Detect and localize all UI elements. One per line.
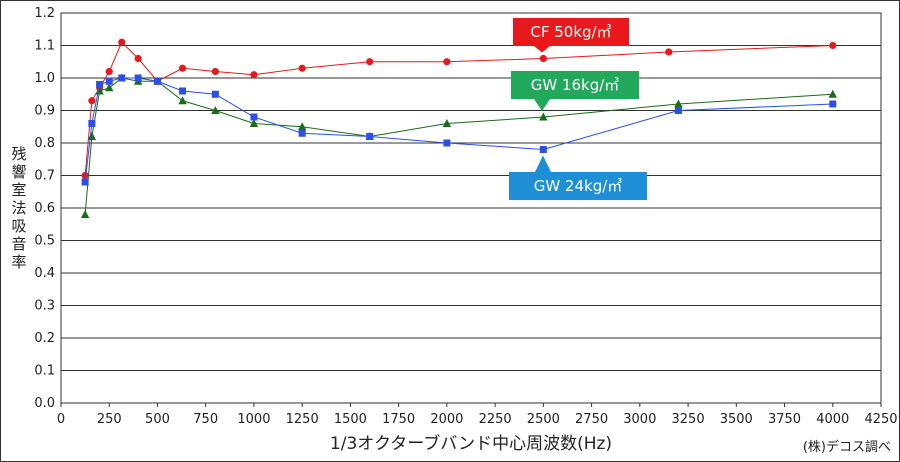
callouts: CF 50kg/㎥ GW 16kg/㎥ GW 24kg/㎥ [509,18,647,200]
y-tick-label: 0.1 [34,364,55,379]
data-point [81,178,89,186]
data-point [179,87,187,95]
x-tick-label: 2250 [479,412,512,427]
x-tick-label: 2750 [575,412,608,427]
data-point [829,41,837,50]
y-tick-label: 1.0 [34,71,55,86]
series-3 [81,74,837,186]
callout-3: GW 24kg/㎥ [509,155,647,200]
data-point [178,64,187,72]
y-tick-label: 0.3 [34,299,55,314]
data-point [134,74,142,82]
data-point [828,89,837,98]
series [80,38,837,218]
x-tick-label: 3500 [720,412,753,427]
data-point [298,129,306,137]
callout-pointer [535,155,551,172]
data-point [96,81,104,88]
callout-pointer [534,99,550,111]
callout-box [509,172,647,200]
data-point [665,48,673,56]
y-tick-label: 0.2 [34,331,55,346]
y-tick-label: 0.4 [34,266,55,281]
plot-border [60,12,882,404]
data-point [118,38,126,46]
data-point [211,106,220,114]
y-axis-title: 残響室法吸音率 [11,145,26,271]
x-tick-label: 2500 [527,412,560,427]
y-tick-label: 0.5 [34,234,55,249]
data-point [366,58,374,66]
y-tick-label: 0.7 [34,169,55,184]
callout-label: CF 50kg/㎥ [530,23,611,41]
x-tick-label: 2000 [430,412,463,427]
data-point [539,54,547,63]
y-tick-label: 0.8 [34,136,55,151]
data-point [674,99,683,108]
x-tick-label: 1000 [237,412,270,427]
data-point [105,83,114,92]
data-point [178,96,187,105]
callout-1: CF 50kg/㎥ [513,18,629,53]
data-point [539,146,547,153]
source-credit: (株)デコス調べ [803,439,891,455]
data-point [298,64,306,72]
callout-2: GW 16kg/㎥ [511,71,639,111]
data-point [443,139,451,147]
y-tick-label: 0.0 [34,396,55,411]
x-axis-title: 1/3オクターブバンド中心周波数(Hz) [330,433,612,454]
x-tick-label: 1750 [382,412,415,427]
x-tick-label: 250 [97,412,122,427]
data-point [249,119,259,127]
data-point [250,113,258,121]
data-point [211,90,219,98]
callout-label: GW 24kg/㎥ [534,177,623,195]
data-point [153,77,161,85]
data-point [297,122,307,131]
data-point [88,97,96,105]
series-2 [80,73,837,218]
x-tick-label: 4000 [816,412,849,427]
data-point [80,210,90,218]
data-point [366,133,374,140]
y-tick-label: 1.1 [34,39,55,54]
callout-box [511,71,639,99]
y-tick-label: 0.6 [34,201,55,216]
y-tick-label: 1.2 [34,6,55,21]
data-point [105,77,113,85]
x-tick-label: 1250 [286,412,319,427]
data-point [95,86,104,95]
x-tick-label: 3750 [768,412,801,427]
data-point [674,107,682,114]
series-line [84,77,833,183]
data-point [118,74,126,82]
callout-pointer [534,46,550,53]
data-point [134,54,142,63]
series-line [84,41,833,176]
x-tick-label: 500 [145,412,170,427]
data-point [539,112,548,121]
x-tick-label: 4250 [864,412,897,427]
series-line [84,77,833,215]
x-tick-label: 3000 [623,412,656,427]
x-tick-label: 0 [57,412,65,427]
data-point [829,100,837,108]
data-point [211,67,219,76]
axes: 0.0 0.1 0.2 0.3 0.4 0.5 0.6 0.7 0.8 0.9 1.0 1.1 1.2 0… [11,6,897,427]
x-tick-label: 3250 [672,412,705,427]
data-point [443,58,451,66]
data-point [442,119,452,127]
data-point [81,171,89,180]
data-point [250,71,258,79]
x-tick-label: 750 [193,412,218,427]
callout-box [513,18,629,46]
x-tick-label: 1500 [334,412,367,427]
data-point [105,67,113,76]
data-point [88,120,96,127]
y-tick-label: 0.9 [34,104,55,119]
callout-label: GW 16kg/㎥ [531,76,620,94]
